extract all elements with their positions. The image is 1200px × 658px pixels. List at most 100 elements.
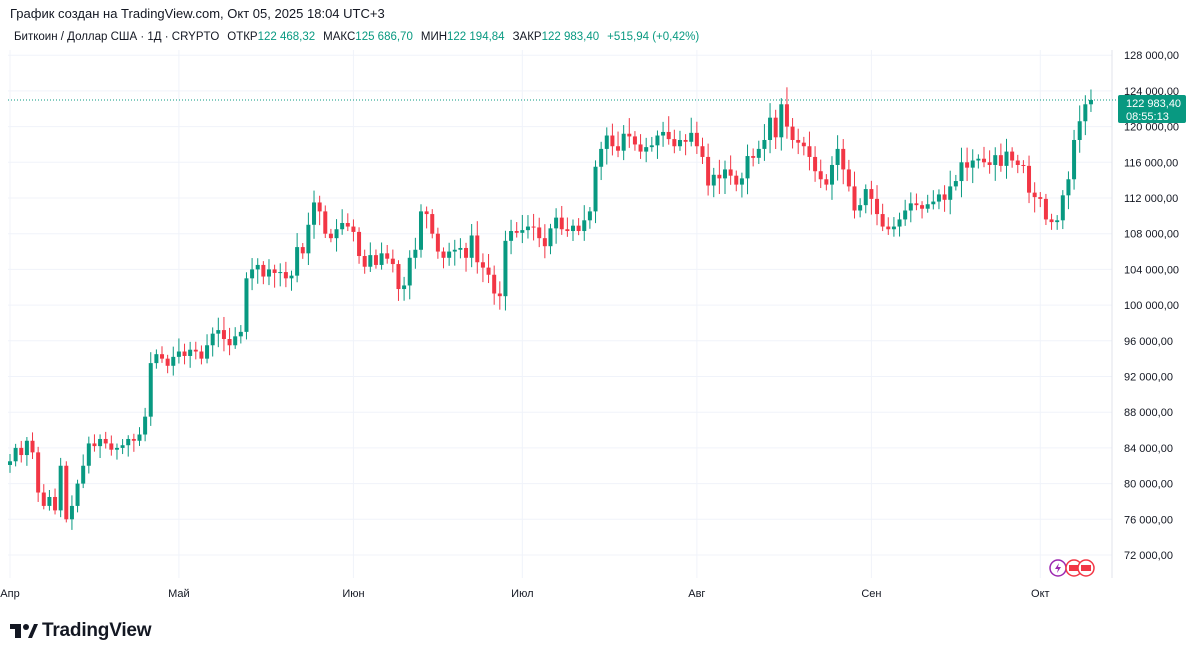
candle-body xyxy=(948,186,953,200)
candle-body xyxy=(554,217,559,229)
candle-body xyxy=(739,178,744,185)
candle-body xyxy=(953,181,958,187)
candle-body xyxy=(114,447,119,450)
candle-body xyxy=(998,155,1003,166)
candle-body xyxy=(1060,195,1065,221)
candle-body xyxy=(655,135,660,146)
candle-body xyxy=(818,171,823,180)
candle-body xyxy=(317,202,322,212)
candle-body xyxy=(537,227,542,239)
candle-body xyxy=(30,440,35,453)
change-value: +515,94 (+0,42%) xyxy=(607,31,700,43)
candle-body xyxy=(649,145,654,148)
candle-body xyxy=(666,131,671,140)
candle-body xyxy=(402,285,407,290)
candle-body xyxy=(210,333,215,346)
candle-body xyxy=(677,139,682,147)
candle-body xyxy=(576,225,581,232)
candle-body xyxy=(289,275,294,279)
candle-body xyxy=(351,226,356,232)
candle-body xyxy=(616,146,621,151)
candle-body xyxy=(796,139,801,143)
price-axis[interactable]: 72 000,00 76 000,00 80 000,00 84 000,00 88 0… xyxy=(1124,50,1179,562)
candle-body xyxy=(396,264,401,290)
tradingview-logo-icon xyxy=(10,624,38,638)
candle-body xyxy=(171,356,176,366)
candle-body xyxy=(644,147,649,152)
candle-body xyxy=(13,447,18,462)
candle-body xyxy=(571,225,575,232)
candle-body xyxy=(582,220,587,232)
candle-body xyxy=(266,269,271,277)
high-label: МАКС xyxy=(323,31,356,43)
candle-body xyxy=(683,139,688,142)
low-value: 122 194,84 xyxy=(447,31,505,43)
last-price-value: 122 983,40 xyxy=(1126,98,1181,110)
candles-layer xyxy=(8,87,1093,530)
low-label: МИН xyxy=(420,31,448,43)
candle-body xyxy=(604,135,609,149)
candle-body xyxy=(632,136,637,145)
candle-body xyxy=(1055,220,1060,223)
candle-body xyxy=(385,253,390,259)
last-price-badge-bg xyxy=(1118,95,1186,123)
candle-body xyxy=(480,262,485,268)
candle-body xyxy=(148,363,153,417)
time-axis[interactable]: Апр Май Июн Июл Авг Сен Окт xyxy=(0,588,1049,600)
candle-body xyxy=(768,117,773,140)
candle-body xyxy=(373,255,378,265)
candle-body xyxy=(880,214,885,227)
candle-body xyxy=(283,272,288,279)
candle-body xyxy=(784,104,789,127)
candle-body xyxy=(1083,104,1088,122)
candle-body xyxy=(762,139,767,149)
event-icons[interactable] xyxy=(1049,559,1095,577)
candle-body xyxy=(176,351,181,357)
candle-body xyxy=(694,132,699,147)
candle-body xyxy=(587,211,592,221)
candle-body xyxy=(238,331,243,337)
lightning-icon-glyph xyxy=(1055,563,1061,573)
candle-body xyxy=(221,330,226,340)
x-tick-label: Май xyxy=(168,588,190,600)
y-tick-label: 84 000,00 xyxy=(1124,443,1173,455)
candle-body xyxy=(98,438,103,447)
candle-body xyxy=(965,162,970,168)
candle-body xyxy=(75,483,80,506)
candle-body xyxy=(278,272,283,274)
y-tick-label: 92 000,00 xyxy=(1124,372,1173,384)
tradingview-logo[interactable]: TradingView xyxy=(10,620,152,642)
candle-body xyxy=(86,443,91,466)
ohlc-legend: Биткоин / Доллар США · 1Д · CRYPTO ОТКР12… xyxy=(14,31,707,43)
candle-body xyxy=(863,189,868,206)
candle-body xyxy=(255,264,260,270)
candle-body xyxy=(205,345,210,359)
candle-body xyxy=(925,204,930,209)
candle-body xyxy=(981,158,986,163)
candle-body xyxy=(447,251,452,258)
candle-body xyxy=(520,230,525,233)
candle-body xyxy=(723,169,728,179)
candle-body xyxy=(525,226,530,231)
candle-body xyxy=(165,358,170,366)
last-price-badge: 122 983,40 08:55:13 xyxy=(1118,95,1186,123)
candle-body xyxy=(908,203,913,211)
candle-body xyxy=(126,438,131,446)
candle-body xyxy=(559,217,564,230)
candle-body xyxy=(131,438,136,441)
candle-body xyxy=(936,194,941,202)
open-value: 122 468,32 xyxy=(257,31,316,43)
candle-body xyxy=(993,155,998,165)
candle-body xyxy=(734,175,739,185)
candle-body xyxy=(1077,121,1082,140)
candle-body xyxy=(829,164,834,185)
candle-body xyxy=(621,133,626,151)
candle-body xyxy=(244,278,249,332)
candle-body xyxy=(728,169,733,176)
candle-body xyxy=(756,148,761,158)
candle-body xyxy=(464,247,469,258)
symbol-title[interactable]: Биткоин / Доллар США · 1Д · CRYPTO xyxy=(14,31,220,43)
candle-body xyxy=(497,293,502,297)
candle-body xyxy=(841,148,846,170)
